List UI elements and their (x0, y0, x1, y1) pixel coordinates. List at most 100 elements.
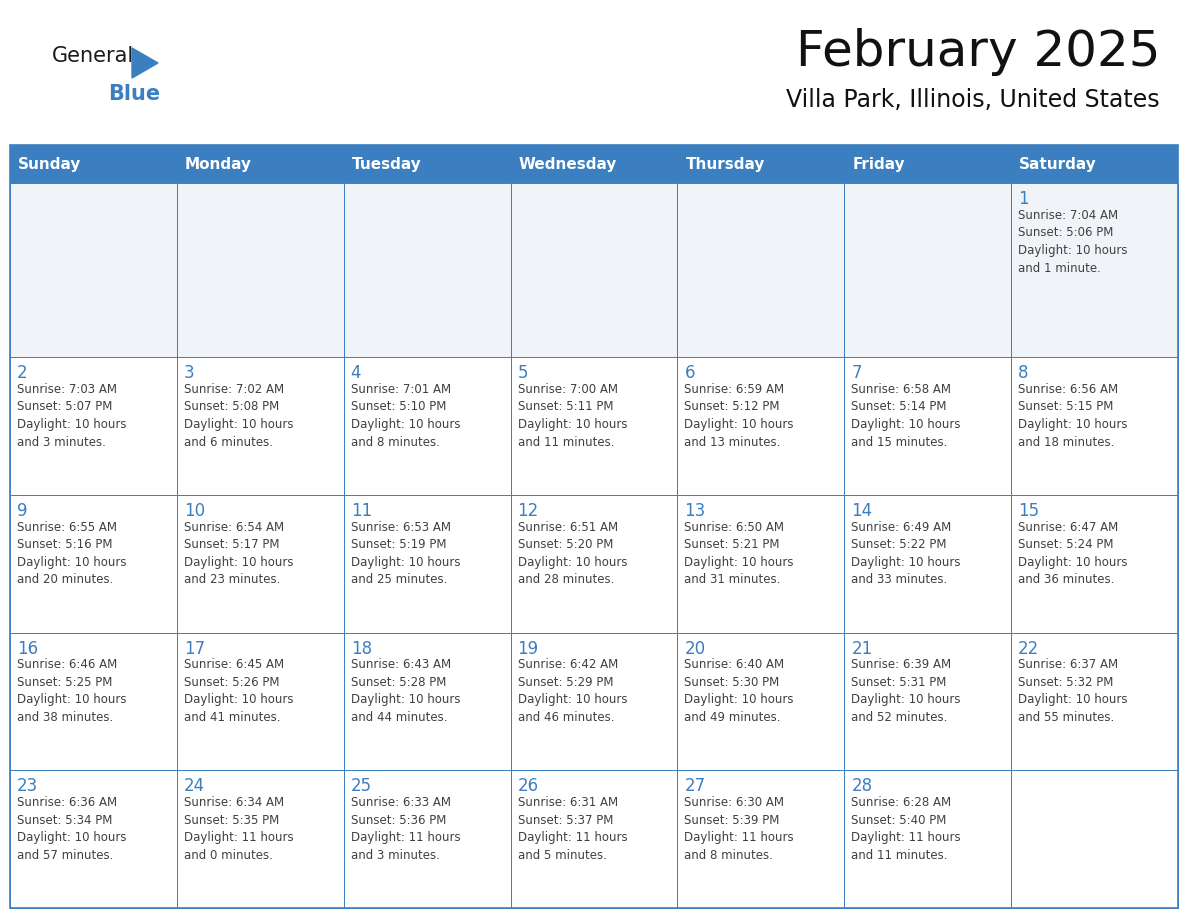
Text: 18: 18 (350, 640, 372, 657)
Text: 3: 3 (184, 364, 195, 382)
Text: Wednesday: Wednesday (519, 156, 617, 172)
Bar (677, 495, 845, 633)
Bar (10, 183, 177, 357)
Bar (10, 495, 177, 633)
Text: Saturday: Saturday (1019, 156, 1097, 172)
Text: 20: 20 (684, 640, 706, 657)
Bar (177, 145, 343, 183)
Text: Sunrise: 6:59 AM
Sunset: 5:12 PM
Daylight: 10 hours
and 13 minutes.: Sunrise: 6:59 AM Sunset: 5:12 PM Dayligh… (684, 383, 794, 449)
Bar (177, 357, 343, 495)
Bar (845, 145, 1011, 183)
Bar (10, 357, 177, 495)
Text: Sunrise: 6:31 AM
Sunset: 5:37 PM
Daylight: 11 hours
and 5 minutes.: Sunrise: 6:31 AM Sunset: 5:37 PM Dayligh… (518, 796, 627, 862)
Text: 27: 27 (684, 778, 706, 795)
Text: Tuesday: Tuesday (352, 156, 422, 172)
Text: Sunrise: 6:33 AM
Sunset: 5:36 PM
Daylight: 11 hours
and 3 minutes.: Sunrise: 6:33 AM Sunset: 5:36 PM Dayligh… (350, 796, 460, 862)
Text: Friday: Friday (852, 156, 905, 172)
Text: Monday: Monday (185, 156, 252, 172)
Text: Sunrise: 6:34 AM
Sunset: 5:35 PM
Daylight: 11 hours
and 0 minutes.: Sunrise: 6:34 AM Sunset: 5:35 PM Dayligh… (184, 796, 293, 862)
Text: Sunday: Sunday (18, 156, 81, 172)
Text: Sunrise: 6:47 AM
Sunset: 5:24 PM
Daylight: 10 hours
and 36 minutes.: Sunrise: 6:47 AM Sunset: 5:24 PM Dayligh… (1018, 521, 1127, 587)
Bar (1011, 770, 1178, 908)
Text: Sunrise: 6:51 AM
Sunset: 5:20 PM
Daylight: 10 hours
and 28 minutes.: Sunrise: 6:51 AM Sunset: 5:20 PM Dayligh… (518, 521, 627, 587)
Text: Villa Park, Illinois, United States: Villa Park, Illinois, United States (786, 88, 1159, 112)
Text: Sunrise: 6:30 AM
Sunset: 5:39 PM
Daylight: 11 hours
and 8 minutes.: Sunrise: 6:30 AM Sunset: 5:39 PM Dayligh… (684, 796, 794, 862)
Text: 10: 10 (184, 502, 206, 520)
Text: Sunrise: 6:39 AM
Sunset: 5:31 PM
Daylight: 10 hours
and 52 minutes.: Sunrise: 6:39 AM Sunset: 5:31 PM Dayligh… (852, 658, 961, 724)
Text: 26: 26 (518, 778, 538, 795)
Text: February 2025: February 2025 (796, 28, 1159, 76)
Polygon shape (132, 48, 158, 78)
Text: Sunrise: 7:01 AM
Sunset: 5:10 PM
Daylight: 10 hours
and 8 minutes.: Sunrise: 7:01 AM Sunset: 5:10 PM Dayligh… (350, 383, 460, 449)
Text: Sunrise: 6:40 AM
Sunset: 5:30 PM
Daylight: 10 hours
and 49 minutes.: Sunrise: 6:40 AM Sunset: 5:30 PM Dayligh… (684, 658, 794, 724)
Bar (1011, 633, 1178, 770)
Text: 12: 12 (518, 502, 539, 520)
Text: Sunrise: 6:55 AM
Sunset: 5:16 PM
Daylight: 10 hours
and 20 minutes.: Sunrise: 6:55 AM Sunset: 5:16 PM Dayligh… (17, 521, 126, 587)
Bar (177, 770, 343, 908)
Text: Sunrise: 6:54 AM
Sunset: 5:17 PM
Daylight: 10 hours
and 23 minutes.: Sunrise: 6:54 AM Sunset: 5:17 PM Dayligh… (184, 521, 293, 587)
Text: 7: 7 (852, 364, 861, 382)
Bar (1011, 145, 1178, 183)
Text: 6: 6 (684, 364, 695, 382)
Bar (1011, 357, 1178, 495)
Text: Sunrise: 6:37 AM
Sunset: 5:32 PM
Daylight: 10 hours
and 55 minutes.: Sunrise: 6:37 AM Sunset: 5:32 PM Dayligh… (1018, 658, 1127, 724)
Bar (511, 183, 677, 357)
Text: 16: 16 (17, 640, 38, 657)
Text: Sunrise: 7:02 AM
Sunset: 5:08 PM
Daylight: 10 hours
and 6 minutes.: Sunrise: 7:02 AM Sunset: 5:08 PM Dayligh… (184, 383, 293, 449)
Text: Sunrise: 6:36 AM
Sunset: 5:34 PM
Daylight: 10 hours
and 57 minutes.: Sunrise: 6:36 AM Sunset: 5:34 PM Dayligh… (17, 796, 126, 862)
Bar (1011, 495, 1178, 633)
Bar (677, 633, 845, 770)
Text: 17: 17 (184, 640, 206, 657)
Text: Sunrise: 6:43 AM
Sunset: 5:28 PM
Daylight: 10 hours
and 44 minutes.: Sunrise: 6:43 AM Sunset: 5:28 PM Dayligh… (350, 658, 460, 724)
Bar (1011, 183, 1178, 357)
Text: General: General (52, 46, 134, 66)
Text: Sunrise: 6:53 AM
Sunset: 5:19 PM
Daylight: 10 hours
and 25 minutes.: Sunrise: 6:53 AM Sunset: 5:19 PM Dayligh… (350, 521, 460, 587)
Bar (177, 495, 343, 633)
Bar (343, 770, 511, 908)
Text: Blue: Blue (108, 84, 160, 104)
Bar (10, 145, 177, 183)
Text: Sunrise: 6:58 AM
Sunset: 5:14 PM
Daylight: 10 hours
and 15 minutes.: Sunrise: 6:58 AM Sunset: 5:14 PM Dayligh… (852, 383, 961, 449)
Text: 8: 8 (1018, 364, 1029, 382)
Text: 22: 22 (1018, 640, 1040, 657)
Bar (177, 633, 343, 770)
Bar (343, 145, 511, 183)
Bar (343, 633, 511, 770)
Bar (10, 633, 177, 770)
Text: 28: 28 (852, 778, 872, 795)
Text: Sunrise: 6:50 AM
Sunset: 5:21 PM
Daylight: 10 hours
and 31 minutes.: Sunrise: 6:50 AM Sunset: 5:21 PM Dayligh… (684, 521, 794, 587)
Text: Sunrise: 6:45 AM
Sunset: 5:26 PM
Daylight: 10 hours
and 41 minutes.: Sunrise: 6:45 AM Sunset: 5:26 PM Dayligh… (184, 658, 293, 724)
Bar (511, 145, 677, 183)
Text: 4: 4 (350, 364, 361, 382)
Text: 14: 14 (852, 502, 872, 520)
Bar (343, 495, 511, 633)
Text: 9: 9 (17, 502, 27, 520)
Text: 24: 24 (184, 778, 206, 795)
Bar (677, 357, 845, 495)
Bar (677, 183, 845, 357)
Bar (845, 183, 1011, 357)
Bar (10, 145, 1178, 908)
Bar (845, 495, 1011, 633)
Bar (511, 633, 677, 770)
Text: 15: 15 (1018, 502, 1040, 520)
Bar (177, 183, 343, 357)
Text: Sunrise: 6:42 AM
Sunset: 5:29 PM
Daylight: 10 hours
and 46 minutes.: Sunrise: 6:42 AM Sunset: 5:29 PM Dayligh… (518, 658, 627, 724)
Text: 5: 5 (518, 364, 529, 382)
Bar (511, 495, 677, 633)
Text: 23: 23 (17, 778, 38, 795)
Bar (845, 770, 1011, 908)
Bar (677, 145, 845, 183)
Text: Sunrise: 7:04 AM
Sunset: 5:06 PM
Daylight: 10 hours
and 1 minute.: Sunrise: 7:04 AM Sunset: 5:06 PM Dayligh… (1018, 209, 1127, 274)
Text: Sunrise: 6:56 AM
Sunset: 5:15 PM
Daylight: 10 hours
and 18 minutes.: Sunrise: 6:56 AM Sunset: 5:15 PM Dayligh… (1018, 383, 1127, 449)
Text: 19: 19 (518, 640, 538, 657)
Text: 11: 11 (350, 502, 372, 520)
Text: Thursday: Thursday (685, 156, 765, 172)
Bar (10, 770, 177, 908)
Text: 13: 13 (684, 502, 706, 520)
Bar (845, 357, 1011, 495)
Text: Sunrise: 6:49 AM
Sunset: 5:22 PM
Daylight: 10 hours
and 33 minutes.: Sunrise: 6:49 AM Sunset: 5:22 PM Dayligh… (852, 521, 961, 587)
Text: Sunrise: 6:28 AM
Sunset: 5:40 PM
Daylight: 11 hours
and 11 minutes.: Sunrise: 6:28 AM Sunset: 5:40 PM Dayligh… (852, 796, 961, 862)
Bar (845, 633, 1011, 770)
Bar (511, 770, 677, 908)
